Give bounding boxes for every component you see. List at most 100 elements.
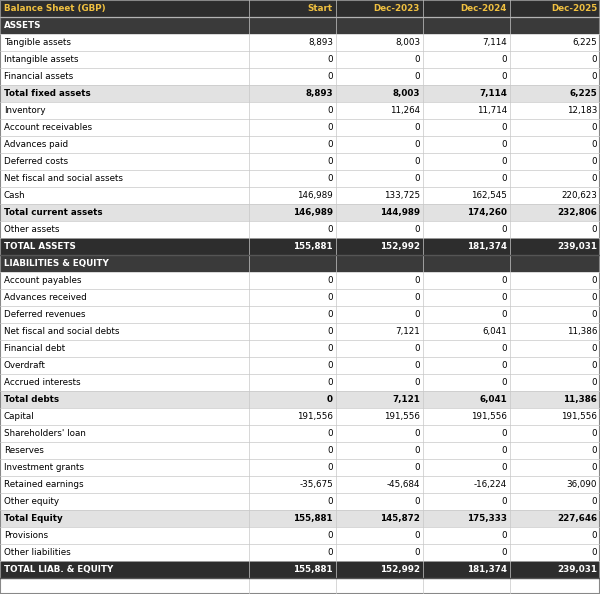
Text: 155,881: 155,881: [293, 514, 333, 523]
Bar: [0, 425, 600, 442]
Text: Dec-2023: Dec-2023: [374, 4, 420, 13]
Text: 0: 0: [502, 446, 507, 455]
Text: 181,374: 181,374: [467, 242, 507, 251]
Text: 12,183: 12,183: [566, 106, 597, 115]
Text: 0: 0: [328, 497, 333, 506]
Text: 0: 0: [502, 157, 507, 166]
Text: 7,121: 7,121: [392, 395, 420, 404]
Bar: [0, 340, 600, 357]
Text: 152,992: 152,992: [380, 565, 420, 574]
Text: 0: 0: [415, 225, 420, 234]
Text: 191,556: 191,556: [471, 412, 507, 421]
Text: 0: 0: [592, 293, 597, 302]
Text: 144,989: 144,989: [380, 208, 420, 217]
Text: 0: 0: [328, 174, 333, 183]
Text: 6,041: 6,041: [482, 327, 507, 336]
Text: 7,114: 7,114: [479, 89, 507, 98]
Bar: [0, 374, 600, 391]
Text: Total fixed assets: Total fixed assets: [4, 89, 91, 98]
Text: Account receivables: Account receivables: [4, 123, 92, 132]
Text: Intangible assets: Intangible assets: [4, 55, 79, 64]
Text: Balance Sheet (GBP): Balance Sheet (GBP): [4, 4, 106, 13]
Text: 11,264: 11,264: [390, 106, 420, 115]
Text: 220,623: 220,623: [561, 191, 597, 200]
Text: 0: 0: [328, 446, 333, 455]
Text: 133,725: 133,725: [384, 191, 420, 200]
Text: Capital: Capital: [4, 412, 35, 421]
Text: Other assets: Other assets: [4, 225, 59, 234]
Text: 0: 0: [592, 531, 597, 540]
Text: 239,031: 239,031: [557, 242, 597, 251]
Bar: [0, 170, 600, 187]
Bar: [0, 459, 600, 476]
Text: Investment grants: Investment grants: [4, 463, 84, 472]
Text: -45,684: -45,684: [386, 480, 420, 489]
Text: 145,872: 145,872: [380, 514, 420, 523]
Text: 11,714: 11,714: [477, 106, 507, 115]
Text: 0: 0: [415, 429, 420, 438]
Text: 146,989: 146,989: [293, 208, 333, 217]
Text: 175,333: 175,333: [467, 514, 507, 523]
Text: 0: 0: [415, 361, 420, 370]
Text: 0: 0: [328, 548, 333, 557]
Text: 0: 0: [502, 225, 507, 234]
Text: 0: 0: [328, 327, 333, 336]
Text: Dec-2025: Dec-2025: [551, 4, 597, 13]
Text: Deferred costs: Deferred costs: [4, 157, 68, 166]
Text: -16,224: -16,224: [474, 480, 507, 489]
Text: 0: 0: [592, 463, 597, 472]
Text: 8,893: 8,893: [305, 89, 333, 98]
Text: TOTAL ASSETS: TOTAL ASSETS: [4, 242, 76, 251]
Text: Accrued interests: Accrued interests: [4, 378, 80, 387]
Bar: [0, 221, 600, 238]
Text: 11,386: 11,386: [566, 327, 597, 336]
Text: 239,031: 239,031: [557, 565, 597, 574]
Text: 7,121: 7,121: [395, 327, 420, 336]
Text: 0: 0: [592, 548, 597, 557]
Text: Cash: Cash: [4, 191, 26, 200]
Text: 0: 0: [592, 378, 597, 387]
Text: 0: 0: [328, 225, 333, 234]
Bar: [0, 391, 600, 408]
Bar: [0, 85, 600, 102]
Text: 0: 0: [415, 72, 420, 81]
Bar: [0, 323, 600, 340]
Text: 0: 0: [592, 157, 597, 166]
Text: 0: 0: [328, 531, 333, 540]
Text: 0: 0: [502, 531, 507, 540]
Text: 174,260: 174,260: [467, 208, 507, 217]
Text: 0: 0: [415, 293, 420, 302]
Text: 0: 0: [592, 123, 597, 132]
Bar: [0, 476, 600, 493]
Text: Dec-2024: Dec-2024: [461, 4, 507, 13]
Text: 0: 0: [592, 446, 597, 455]
Text: 0: 0: [502, 429, 507, 438]
Bar: [0, 0, 600, 17]
Text: 181,374: 181,374: [467, 565, 507, 574]
Text: 146,989: 146,989: [297, 191, 333, 200]
Text: 162,545: 162,545: [471, 191, 507, 200]
Text: 0: 0: [328, 463, 333, 472]
Text: 0: 0: [415, 140, 420, 149]
Text: Shareholders' loan: Shareholders' loan: [4, 429, 86, 438]
Text: 227,646: 227,646: [557, 514, 597, 523]
Text: 0: 0: [328, 140, 333, 149]
Text: 0: 0: [502, 361, 507, 370]
Bar: [0, 289, 600, 306]
Bar: [0, 510, 600, 527]
Text: 155,881: 155,881: [293, 242, 333, 251]
Text: 8,893: 8,893: [308, 38, 333, 47]
Text: 191,556: 191,556: [384, 412, 420, 421]
Text: 0: 0: [415, 378, 420, 387]
Text: Start: Start: [308, 4, 333, 13]
Bar: [0, 255, 600, 272]
Text: 0: 0: [415, 531, 420, 540]
Text: LIABILITIES & EQUITY: LIABILITIES & EQUITY: [4, 259, 109, 268]
Text: Total current assets: Total current assets: [4, 208, 103, 217]
Text: Total debts: Total debts: [4, 395, 59, 404]
Text: ASSETS: ASSETS: [4, 21, 41, 30]
Text: 0: 0: [328, 344, 333, 353]
Text: 0: 0: [502, 344, 507, 353]
Text: Tangible assets: Tangible assets: [4, 38, 71, 47]
Text: 0: 0: [415, 446, 420, 455]
